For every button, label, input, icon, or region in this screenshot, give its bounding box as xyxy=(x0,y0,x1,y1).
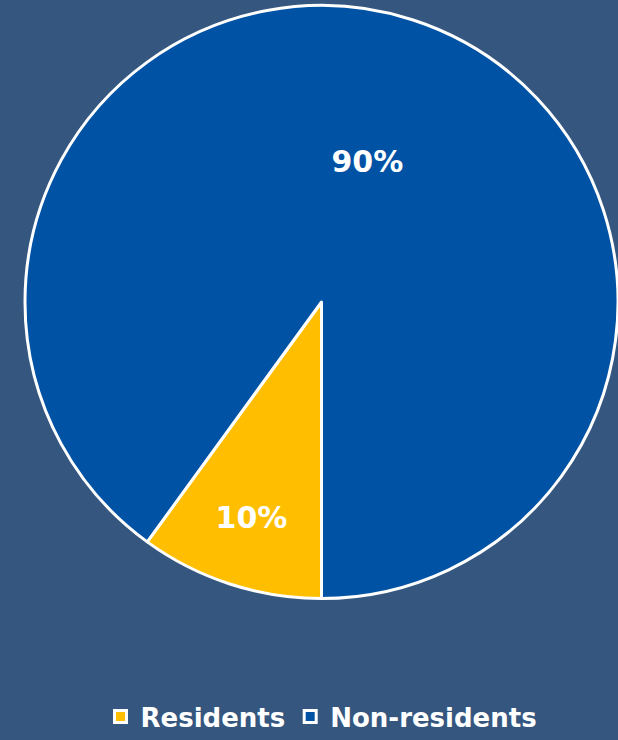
svg-text:Residents: Residents xyxy=(141,703,286,733)
svg-text:90%: 90% xyxy=(331,144,403,179)
svg-text:Non-residents: Non-residents xyxy=(330,703,536,733)
svg-text:10%: 10% xyxy=(216,500,288,535)
